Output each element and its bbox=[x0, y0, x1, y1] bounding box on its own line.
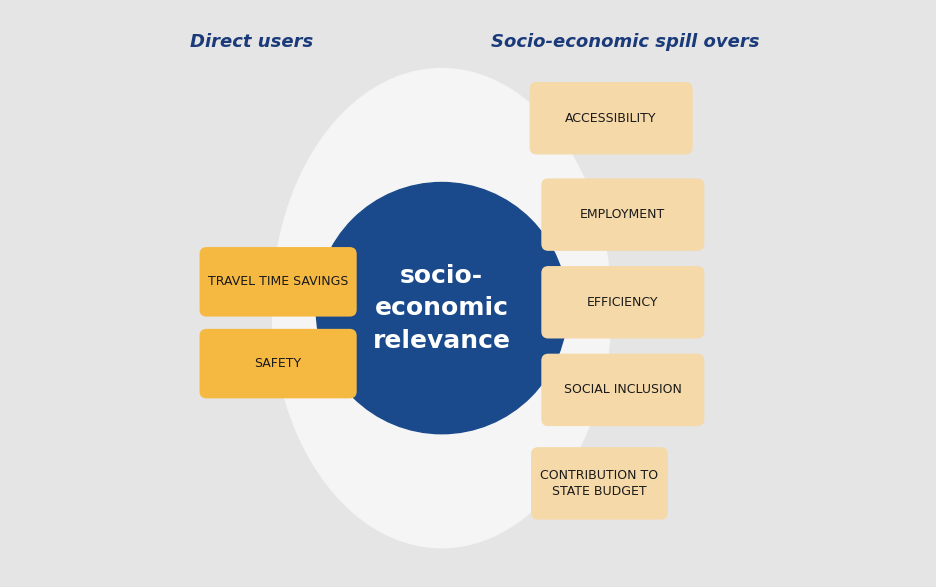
FancyBboxPatch shape bbox=[199, 247, 357, 316]
Text: EFFICIENCY: EFFICIENCY bbox=[587, 296, 659, 309]
Text: Direct users: Direct users bbox=[190, 33, 314, 51]
Text: SAFETY: SAFETY bbox=[255, 357, 301, 370]
Text: SOCIAL INCLUSION: SOCIAL INCLUSION bbox=[563, 383, 681, 396]
Ellipse shape bbox=[272, 69, 611, 548]
FancyBboxPatch shape bbox=[541, 354, 704, 426]
FancyBboxPatch shape bbox=[531, 447, 667, 519]
FancyBboxPatch shape bbox=[199, 329, 357, 399]
Circle shape bbox=[316, 183, 567, 434]
Text: Socio-economic spill overs: Socio-economic spill overs bbox=[491, 33, 760, 51]
FancyBboxPatch shape bbox=[541, 266, 704, 339]
Text: EMPLOYMENT: EMPLOYMENT bbox=[580, 208, 665, 221]
Text: TRAVEL TIME SAVINGS: TRAVEL TIME SAVINGS bbox=[208, 275, 348, 288]
FancyBboxPatch shape bbox=[541, 178, 704, 251]
Text: ACCESSIBILITY: ACCESSIBILITY bbox=[565, 112, 657, 124]
FancyBboxPatch shape bbox=[530, 82, 693, 154]
Text: CONTRIBUTION TO
STATE BUDGET: CONTRIBUTION TO STATE BUDGET bbox=[540, 469, 659, 498]
Text: socio-
economic
relevance: socio- economic relevance bbox=[373, 264, 511, 353]
